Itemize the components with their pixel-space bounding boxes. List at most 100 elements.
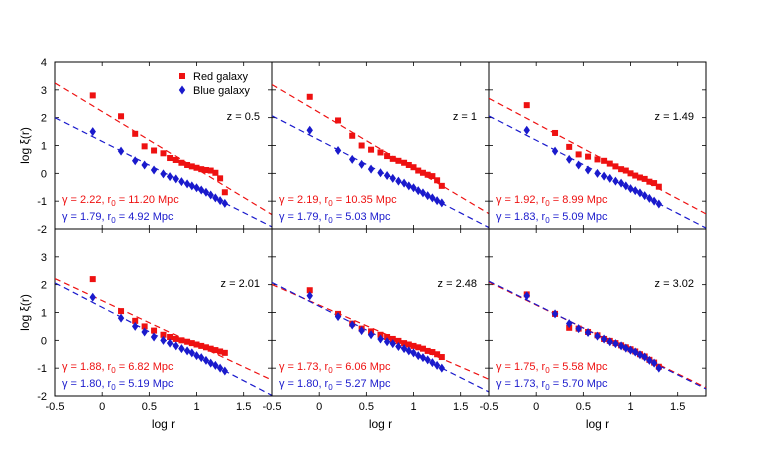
red-fit-r0: = 6.06 Mpc: [333, 361, 391, 373]
x-tick-label: 1.5: [453, 401, 468, 413]
red-galaxy-point: [384, 153, 391, 160]
blue-galaxy-point: [655, 363, 663, 373]
red-galaxy-point: [612, 163, 619, 170]
blue-galaxy-point: [172, 174, 179, 184]
x-tick-label: -0.5: [46, 401, 65, 413]
red-galaxy-point: [641, 175, 648, 182]
blue-fit-r0: = 4.92 Mpc: [116, 211, 174, 223]
y-tick-label: 1: [41, 141, 47, 153]
red-galaxy-point: [151, 147, 158, 154]
red-galaxy-point: [651, 180, 658, 187]
blue-fit-annotation: γ = 1.79, r0 = 4.92 Mpc: [62, 211, 174, 225]
blue-galaxy-point: [405, 181, 413, 191]
red-galaxy-point: [184, 161, 191, 168]
blue-fit-r0: = 5.19 Mpc: [116, 378, 174, 390]
red-galaxy-point: [202, 166, 209, 173]
red-galaxy-point: [160, 150, 167, 157]
blue-galaxy-point: [565, 154, 573, 164]
blue-galaxy-point: [166, 338, 174, 348]
red-fit-r0: = 11.20 Mpc: [116, 194, 180, 206]
x-tick-label: 1: [410, 401, 416, 413]
red-galaxy-point: [401, 340, 408, 347]
blue-galaxy-point: [183, 346, 191, 356]
red-galaxy-point: [193, 341, 200, 348]
blue-galaxy-point: [650, 358, 658, 368]
blue-fit-annotation: γ = 1.73, r0 = 5.70 Mpc: [496, 378, 608, 392]
blue-galaxy-point: [641, 352, 648, 362]
blue-galaxy-point: [584, 328, 592, 338]
y-tick-label: -2: [37, 391, 47, 403]
red-galaxy-point: [389, 155, 396, 162]
red-galaxy-point: [207, 345, 214, 352]
blue-fit-gamma: γ = 1.79, r: [62, 211, 112, 223]
red-galaxy-point: [419, 345, 426, 352]
blue-galaxy-point: [594, 168, 601, 178]
blue-fit-sub: 0: [545, 216, 550, 225]
red-galaxy-point: [419, 169, 426, 176]
blue-galaxy-point: [523, 291, 530, 301]
red-fit-annotation: γ = 2.19, r0 = 10.35 Mpc: [279, 194, 397, 208]
red-galaxy-point: [434, 177, 441, 184]
red-galaxy-point: [429, 349, 436, 356]
red-galaxy-point: [188, 163, 195, 170]
blue-fit-gamma: γ = 1.79, r: [279, 211, 329, 223]
blue-galaxy-point: [646, 193, 653, 203]
x-axis-label: log r: [369, 417, 392, 431]
blue-galaxy-point: [150, 332, 158, 342]
red-galaxy-point: [636, 174, 643, 181]
blue-galaxy-point: [622, 181, 630, 191]
blue-galaxy-point: [438, 198, 446, 208]
blue-galaxy-point: [419, 188, 427, 198]
red-galaxy-point: [132, 317, 139, 324]
blue-galaxy-point: [334, 312, 342, 322]
legend-marker-square: [179, 73, 185, 79]
red-galaxy-point: [178, 159, 185, 166]
blue-galaxy-point: [89, 127, 96, 137]
y-axis-label: log ξ(r): [18, 127, 32, 164]
red-galaxy-point: [306, 287, 313, 294]
blue-galaxy-point: [606, 337, 613, 347]
blue-galaxy-point: [395, 341, 402, 351]
red-galaxy-point: [172, 156, 179, 163]
x-tick-label: 0.5: [576, 401, 591, 413]
red-galaxy-point: [395, 157, 402, 164]
blue-galaxy-point: [575, 160, 582, 170]
blue-galaxy-point: [523, 125, 530, 135]
red-fit-annotation: γ = 1.73, r0 = 6.06 Mpc: [279, 361, 391, 375]
blue-galaxy-point: [358, 159, 365, 169]
red-galaxy-point: [167, 155, 174, 162]
x-tick-label: 0: [316, 401, 322, 413]
red-galaxy-point: [349, 132, 356, 139]
y-tick-label: 0: [41, 335, 47, 347]
red-galaxy-point: [405, 341, 412, 348]
blue-galaxy-point: [383, 337, 391, 347]
red-galaxy-point: [118, 308, 125, 315]
red-fit-r0: = 5.58 Mpc: [550, 361, 608, 373]
red-fit-annotation: γ = 1.75, r0 = 5.58 Mpc: [496, 361, 608, 375]
blue-fit-gamma: γ = 1.73, r: [496, 378, 546, 390]
blue-galaxy-point: [212, 193, 219, 203]
blue-galaxy-point: [348, 154, 356, 164]
blue-galaxy-point: [410, 183, 417, 193]
red-fit-sub: 0: [328, 199, 333, 208]
red-galaxy-point: [566, 143, 573, 150]
blue-galaxy-point: [410, 348, 417, 358]
x-tick-label: 1.5: [236, 401, 251, 413]
blue-galaxy-point: [600, 334, 608, 344]
red-galaxy-point: [585, 153, 592, 160]
blue-galaxy-point: [584, 165, 592, 175]
red-galaxy-point: [632, 172, 639, 179]
red-fit-sub: 0: [545, 366, 550, 375]
blue-galaxy-point: [334, 146, 342, 156]
blue-galaxy-point: [594, 331, 601, 341]
blue-galaxy-point: [632, 347, 639, 357]
blue-galaxy-point: [377, 334, 384, 344]
blue-fit-r0: = 5.27 Mpc: [333, 378, 391, 390]
x-tick-label: 0: [99, 401, 105, 413]
blue-galaxy-point: [565, 319, 573, 329]
red-galaxy-point: [172, 335, 179, 342]
red-fit-sub: 0: [545, 199, 550, 208]
red-galaxy-point: [358, 142, 365, 149]
redshift-label: z = 1.49: [655, 111, 694, 123]
redshift-label: z = 3.02: [655, 278, 694, 290]
